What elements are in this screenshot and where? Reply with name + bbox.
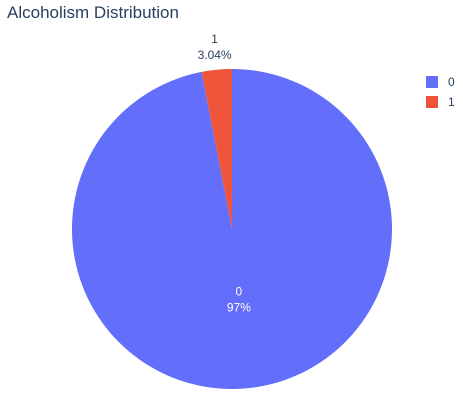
legend-swatch-0[interactable] [426,76,438,88]
slice-label-1: 1 [211,32,218,46]
slice-label-0: 0 [236,285,243,299]
chart-title: Alcoholism Distribution [7,3,179,22]
legend-label-0[interactable]: 0 [448,75,455,89]
pie-slice-1[interactable] [201,69,232,229]
slice-percent-0: 97% [227,301,251,315]
legend-label-1[interactable]: 1 [448,95,455,109]
pie-slice-0[interactable] [71,69,392,390]
slice-percent-1: 3.04% [198,48,232,62]
legend-swatch-1[interactable] [426,96,438,108]
